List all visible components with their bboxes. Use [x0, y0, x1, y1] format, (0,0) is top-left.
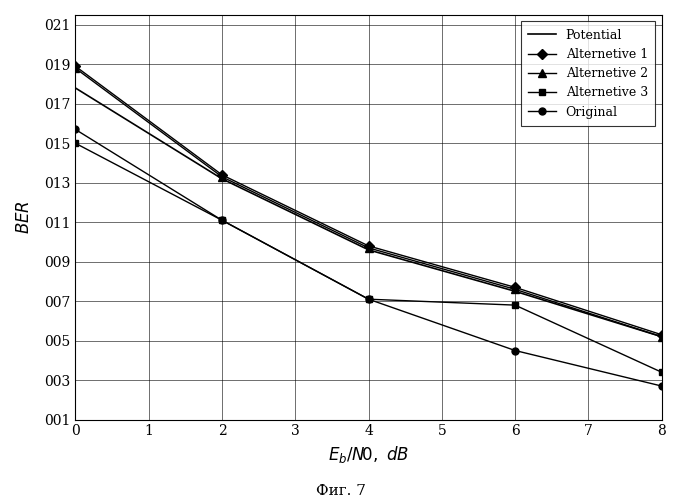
Alternetive 3 [658, 369, 666, 375]
Line: Alternetive 1: Alternetive 1 [72, 63, 665, 338]
Potential [364, 247, 373, 253]
Alternetive 2 [658, 334, 666, 340]
Alternetive 3 [364, 296, 373, 302]
Original [364, 296, 373, 302]
Alternetive 2 [218, 174, 226, 180]
Legend: Potential, Alternetive 1, Alternetive 2, Alternetive 3, Original: Potential, Alternetive 1, Alternetive 2,… [521, 21, 655, 126]
Potential [511, 288, 519, 294]
Alternetive 3 [511, 302, 519, 308]
Alternetive 3 [218, 218, 226, 224]
X-axis label: $\it{E_b/N}\!\it{0,\ dB}$: $\it{E_b/N}\!\it{0,\ dB}$ [328, 444, 409, 465]
Alternetive 1 [511, 284, 519, 290]
Y-axis label: $\it{BER}$: $\it{BER}$ [15, 200, 33, 234]
Alternetive 1 [218, 172, 226, 178]
Alternetive 2 [511, 286, 519, 292]
Alternetive 1 [72, 64, 80, 70]
Alternetive 3 [72, 140, 80, 146]
Original [511, 348, 519, 354]
Alternetive 2 [72, 66, 80, 71]
Potential [218, 176, 226, 182]
Line: Original: Original [72, 126, 665, 390]
Text: Фиг. 7: Фиг. 7 [315, 484, 366, 498]
Alternetive 1 [364, 243, 373, 249]
Potential [72, 85, 80, 91]
Alternetive 2 [364, 245, 373, 251]
Original [658, 383, 666, 389]
Potential [658, 334, 666, 340]
Alternetive 1 [658, 332, 666, 338]
Original [72, 126, 80, 132]
Line: Alternetive 2: Alternetive 2 [72, 64, 666, 341]
Line: Potential: Potential [76, 88, 662, 336]
Original [218, 218, 226, 224]
Line: Alternetive 3: Alternetive 3 [72, 140, 665, 376]
